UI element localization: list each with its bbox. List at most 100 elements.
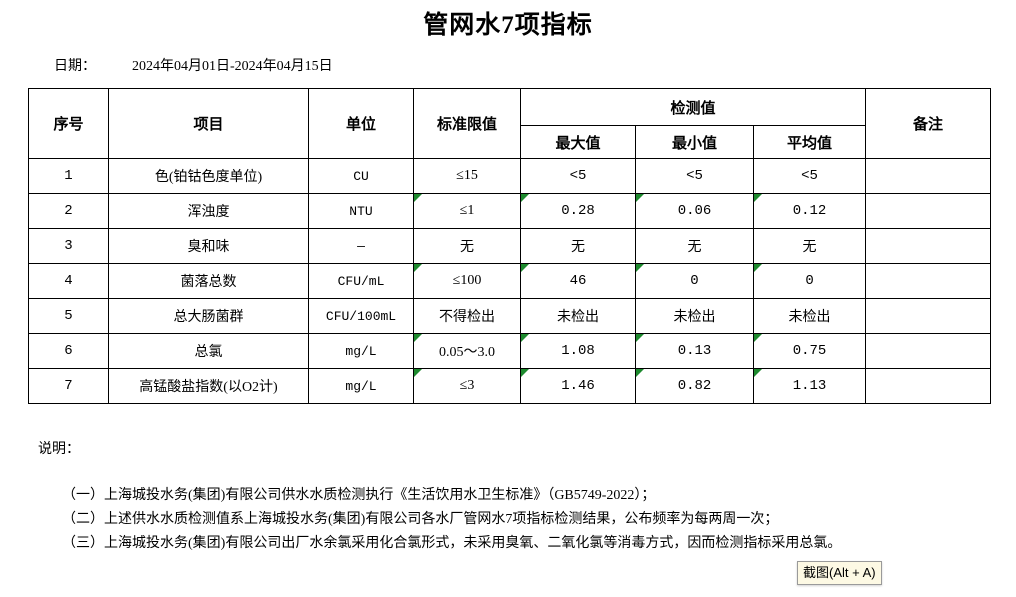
table-row: 7 高锰酸盐指数(以O2计) mg/L ≤3 1.46 0.82 1.13	[28, 368, 992, 404]
cell-remark	[865, 298, 992, 334]
cell-error-flag-icon	[521, 369, 529, 377]
cell-error-flag-icon	[521, 264, 529, 272]
date-row: 日期： 2024年04月01日-2024年04月15日	[0, 56, 1016, 78]
cell-avg: 0.75	[752, 333, 867, 369]
cell-item: 臭和味	[108, 228, 309, 264]
col-header-max: 最大值	[520, 125, 636, 159]
cell-unit: CFU/100mL	[308, 298, 414, 334]
cell-item: 高锰酸盐指数(以O2计)	[108, 368, 309, 404]
cell-limit: ≤3	[413, 368, 521, 404]
col-header-item: 项目	[108, 88, 309, 159]
cell-item: 色(铂钴色度单位)	[108, 158, 309, 194]
cell-item: 浑浊度	[108, 193, 309, 229]
cell-avg: <5	[752, 158, 867, 194]
cell-index: 2	[28, 193, 109, 229]
table-row: 3 臭和味 — 无 无 无 无	[28, 228, 992, 264]
cell-index: 4	[28, 263, 109, 299]
cell-limit: 不得检出	[413, 298, 521, 334]
cell-error-flag-icon	[414, 369, 422, 377]
cell-unit: mg/L	[308, 368, 414, 404]
cell-max: 1.46	[520, 368, 636, 404]
col-header-measured-group: 检测值	[519, 88, 867, 126]
cell-min: <5	[635, 158, 754, 194]
table-body: 1 色(铂钴色度单位) CU ≤15 <5 <5 <5 2 浑浊度 NTU ≤1…	[28, 158, 992, 404]
screenshot-tooltip[interactable]: 截图(Alt + A)	[797, 561, 882, 585]
cell-max: 46	[520, 263, 636, 299]
col-header-unit: 单位	[308, 88, 414, 159]
cell-index: 7	[28, 368, 109, 404]
table-row: 4 菌落总数 CFU/mL ≤100 46 0 0	[28, 263, 992, 299]
cell-min: 0.13	[635, 333, 754, 369]
col-header-remark: 备注	[865, 88, 992, 159]
cell-avg: 1.13	[752, 368, 867, 404]
cell-error-flag-icon	[521, 334, 529, 342]
cell-unit: CFU/mL	[308, 263, 414, 299]
page-title: 管网水7项指标	[423, 12, 593, 39]
cell-error-flag-icon	[754, 369, 762, 377]
water-quality-table-wrapper: 序号 项目 单位 标准限值 检测值 备注 最大值 最小值 平均值 1 色(铂钴色…	[28, 88, 992, 404]
cell-avg: 0.12	[752, 193, 867, 229]
cell-min: 未检出	[635, 298, 754, 334]
cell-limit: 无	[413, 228, 521, 264]
cell-max: 未检出	[520, 298, 636, 334]
cell-error-flag-icon	[414, 194, 422, 202]
date-label: 日期：	[54, 59, 96, 74]
cell-remark	[865, 368, 992, 404]
date-value: 2024年04月01日-2024年04月15日	[132, 59, 333, 74]
cell-min: 0.82	[635, 368, 754, 404]
cell-error-flag-icon	[414, 264, 422, 272]
cell-unit: NTU	[308, 193, 414, 229]
table-row: 2 浑浊度 NTU ≤1 0.28 0.06 0.12	[28, 193, 992, 229]
col-header-min: 最小值	[635, 125, 754, 159]
water-quality-table: 序号 项目 单位 标准限值 检测值 备注 最大值 最小值 平均值 1 色(铂钴色…	[28, 88, 992, 404]
col-header-limit: 标准限值	[413, 88, 521, 159]
cell-remark	[865, 263, 992, 299]
cell-error-flag-icon	[636, 369, 644, 377]
cell-unit: CU	[308, 158, 414, 194]
cell-item: 总大肠菌群	[108, 298, 309, 334]
note-item-3: （三）上海城投水务(集团)有限公司出厂水余氯采用化合氯形式，未采用臭氧、二氧化氯…	[62, 536, 842, 551]
cell-min: 0.06	[635, 193, 754, 229]
cell-item: 总氯	[108, 333, 309, 369]
col-header-index: 序号	[28, 88, 109, 159]
cell-max: 无	[520, 228, 636, 264]
notes-section: 说明： （一）上海城投水务(集团)有限公司供水水质检测执行《生活饮用水卫生标准》…	[0, 438, 1016, 556]
cell-avg: 未检出	[752, 298, 867, 334]
cell-error-flag-icon	[414, 334, 422, 342]
cell-min: 0	[635, 263, 754, 299]
cell-index: 3	[28, 228, 109, 264]
cell-limit: ≤100	[413, 263, 521, 299]
note-item-1: （一）上海城投水务(集团)有限公司供水水质检测执行《生活饮用水卫生标准》（GB5…	[62, 488, 656, 503]
table-row: 1 色(铂钴色度单位) CU ≤15 <5 <5 <5	[28, 158, 992, 194]
cell-remark	[865, 193, 992, 229]
table-head: 序号 项目 单位 标准限值 检测值 备注 最大值 最小值 平均值	[28, 88, 992, 159]
cell-error-flag-icon	[754, 194, 762, 202]
cell-max: <5	[520, 158, 636, 194]
table-header-row-2: 最大值 最小值 平均值	[29, 125, 991, 159]
cell-avg: 0	[752, 263, 867, 299]
cell-error-flag-icon	[754, 264, 762, 272]
cell-item: 菌落总数	[108, 263, 309, 299]
cell-unit: —	[308, 228, 414, 264]
table-row: 6 总氯 mg/L 0.05～3.0 1.08 0.13 0.75	[28, 333, 992, 369]
notes-title: 说明：	[38, 442, 80, 457]
cell-index: 6	[28, 333, 109, 369]
cell-avg: 无	[752, 228, 867, 264]
note-item-2: （二）上述供水水质检测值系上海城投水务(集团)有限公司各水厂管网水7项指标检测结…	[62, 512, 779, 527]
cell-index: 1	[28, 158, 109, 194]
col-header-avg: 平均值	[752, 125, 867, 159]
cell-limit: ≤15	[413, 158, 521, 194]
cell-error-flag-icon	[521, 194, 529, 202]
cell-max: 0.28	[520, 193, 636, 229]
table-row: 5 总大肠菌群 CFU/100mL 不得检出 未检出 未检出 未检出	[28, 298, 992, 334]
cell-max: 1.08	[520, 333, 636, 369]
cell-index: 5	[28, 298, 109, 334]
cell-error-flag-icon	[636, 194, 644, 202]
cell-remark	[865, 228, 992, 264]
cell-remark	[865, 333, 992, 369]
cell-remark	[865, 158, 992, 194]
cell-unit: mg/L	[308, 333, 414, 369]
cell-error-flag-icon	[636, 264, 644, 272]
cell-error-flag-icon	[754, 334, 762, 342]
cell-limit: 0.05～3.0	[413, 333, 521, 369]
